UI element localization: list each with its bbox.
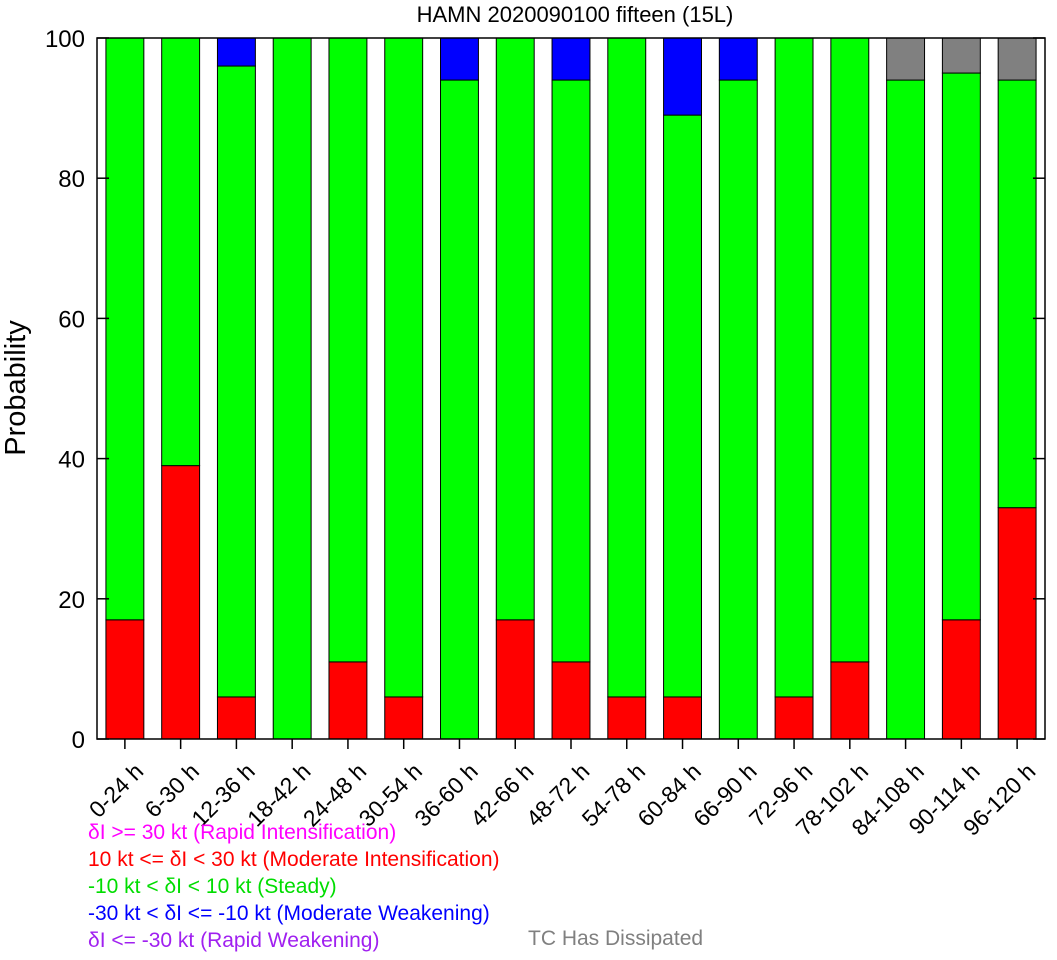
bar-segment-steady-42-66h: [495, 37, 535, 621]
chart-title: HAMN 2020090100 fifteen (15L): [417, 2, 734, 27]
y-tick-label-100: 100: [45, 26, 85, 53]
bar-segment-steady-12-36h: [216, 65, 256, 698]
bar-segment-steady-18-42h: [272, 37, 312, 740]
bar-segment-moderate-intensification-12-36h: [216, 696, 256, 740]
bar-segment-tc-has-dissipated-96-120h: [997, 37, 1037, 81]
y-tick-label-20: 20: [58, 587, 85, 614]
bar-segment-steady-78-102h: [830, 37, 870, 663]
y-tick-label-40: 40: [58, 447, 85, 474]
bar-segment-moderate-intensification-48-72h: [551, 661, 591, 740]
legend-moderate-weakening: -30 kt < δI <= -10 kt (Moderate Weakenin…: [88, 902, 490, 925]
bar-segment-steady-96-120h: [997, 79, 1037, 509]
bar-segment-moderate-intensification-30-54h: [384, 696, 424, 740]
y-tick-label-0: 0: [72, 727, 85, 754]
bar-segment-tc-has-dissipated-90-114h: [941, 37, 981, 74]
bar-segment-moderate-intensification-90-114h: [941, 619, 981, 740]
y-axis-ticks: 0 20 40 60 80 100: [45, 26, 1045, 754]
bar-segment-steady-72-96h: [774, 37, 814, 698]
bars-group: [105, 37, 1037, 740]
bar-segment-moderate-weakening-36-60h: [440, 37, 479, 81]
bar-segment-steady-60-84h: [663, 114, 702, 698]
bar-segment-steady-30-54h: [384, 37, 424, 698]
bar-segment-steady-36-60h: [440, 79, 479, 740]
legend-moderate-intensification: 10 kt <= δI < 30 kt (Moderate Intensific…: [88, 848, 500, 871]
bar-segment-steady-6-30h: [161, 37, 201, 467]
bar-segment-moderate-intensification-24-48h: [328, 661, 368, 740]
bar-segment-moderate-weakening-48-72h: [551, 37, 591, 81]
bar-segment-moderate-intensification-60-84h: [663, 696, 702, 740]
bar-segment-moderate-intensification-42-66h: [495, 619, 535, 740]
bar-segment-moderate-intensification-78-102h: [830, 661, 870, 740]
bar-segment-moderate-intensification-0-24h: [105, 619, 145, 740]
bar-segment-steady-0-24h: [105, 37, 145, 621]
y-tick-label-60: 60: [58, 306, 85, 333]
bar-segment-steady-48-72h: [551, 79, 591, 663]
bar-segment-moderate-weakening-60-84h: [663, 37, 702, 116]
bar-segment-moderate-weakening-66-90h: [718, 37, 758, 81]
bar-segment-moderate-weakening-12-36h: [216, 37, 256, 67]
bar-segment-steady-24-48h: [328, 37, 368, 663]
bar-segment-steady-84-108h: [886, 79, 926, 740]
bar-segment-moderate-intensification-54-78h: [607, 696, 647, 740]
bar-segment-moderate-intensification-72-96h: [774, 696, 814, 740]
bar-segment-steady-54-78h: [607, 37, 647, 698]
bar-segment-moderate-intensification-6-30h: [161, 465, 201, 740]
y-tick-label-80: 80: [58, 166, 85, 193]
bar-segment-tc-has-dissipated-84-108h: [886, 37, 926, 81]
bar-segment-steady-66-90h: [718, 79, 758, 740]
legend-rapid-weakening: δI <= -30 kt (Rapid Weakening): [88, 929, 380, 952]
y-axis-label: Probability: [0, 320, 32, 456]
legend-steady: -10 kt < δI < 10 kt (Steady): [88, 875, 337, 898]
bar-segment-steady-90-114h: [941, 72, 981, 621]
bar-segment-moderate-intensification-96-120h: [997, 507, 1037, 740]
legend-rapid-intensification: δI >= 30 kt (Rapid Intensification): [88, 821, 397, 844]
x-tick-label-0-24h: 0-24 h: [84, 758, 149, 823]
legend-tc-dissipated: TC Has Dissipated: [528, 927, 704, 950]
legend: δI >= 30 kt (Rapid Intensification) 10 k…: [88, 819, 500, 954]
